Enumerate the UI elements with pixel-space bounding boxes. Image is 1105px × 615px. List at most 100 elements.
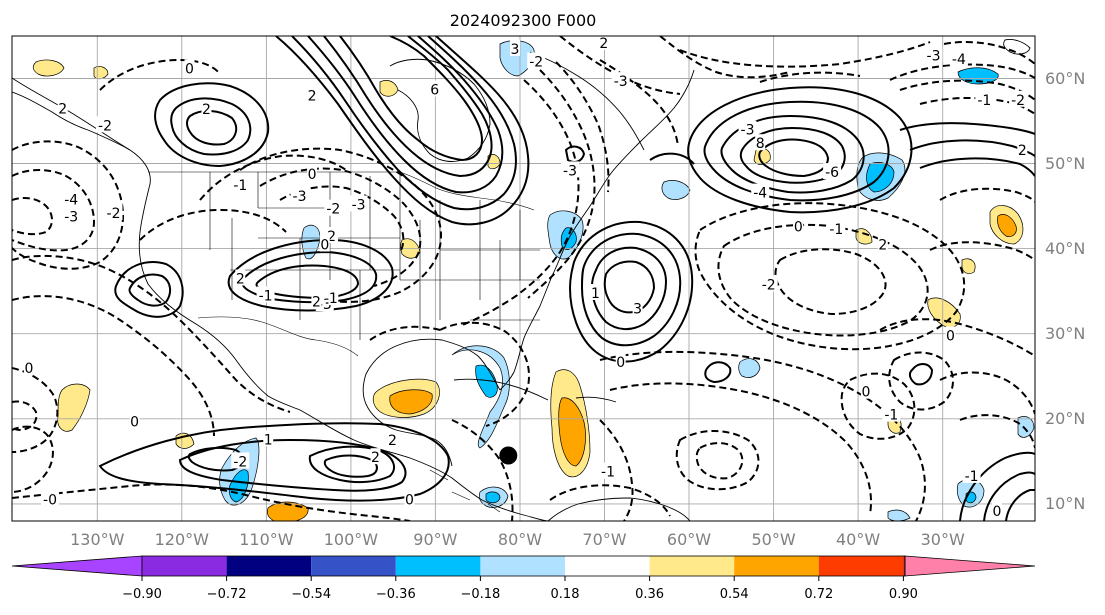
contour-neg-16 (527, 69, 596, 299)
contour-label-background (96, 116, 114, 133)
contour-neg-33 (840, 372, 916, 440)
lon-label: 70°W (582, 530, 626, 549)
contour-label-background (429, 80, 440, 97)
contour-neg-10 (239, 147, 442, 303)
colorbar-tick-label: −0.90 (122, 587, 162, 602)
coast-hispaniola (575, 396, 617, 403)
contour-pos-trop-4 (323, 454, 378, 478)
contour-neg-29 (929, 241, 1035, 261)
contour-neg-45 (549, 484, 671, 517)
contour-pos-small-1 (704, 361, 732, 384)
contour-neg-2 (12, 169, 96, 252)
fill-blue-mid-2 (1017, 416, 1035, 438)
contour-label-background (231, 452, 250, 469)
contour-neg-6 (12, 254, 291, 413)
colorbar-tick-label: −0.36 (376, 587, 416, 602)
contour-pos-small-4 (649, 152, 695, 165)
contour-pos-trop-5 (187, 446, 244, 472)
contour-neg-39 (369, 325, 441, 341)
contour-neg-31 (888, 351, 954, 411)
fill-yellow-sm-1 (32, 59, 65, 77)
contour-label-background (263, 430, 274, 447)
lon-label: 110°W (239, 530, 294, 549)
contour-pos-atl-4 (603, 260, 656, 314)
contour-neg-43 (759, 71, 861, 83)
contour-label: 0 (861, 385, 870, 401)
contour-label-background (370, 448, 381, 465)
contour-label: -2 (1011, 93, 1025, 109)
contour-label-background (1009, 90, 1028, 107)
contour-label: 2 (371, 450, 380, 466)
contour-label: 1 (591, 286, 600, 302)
contour-neg-5 (12, 295, 215, 437)
colorbar-tick-label: −0.72 (207, 587, 247, 602)
contour-label-background (975, 90, 994, 107)
contour-label: 1 (329, 291, 338, 307)
contour-label: 3 (511, 42, 520, 58)
contour-label-background (590, 284, 601, 300)
contour-label: -3 (563, 163, 577, 179)
lat-label: 40°N (1045, 239, 1085, 258)
coast-alaska (12, 91, 131, 151)
contour-label: 6 (430, 83, 439, 99)
contour-label: 0 (130, 414, 139, 430)
contour-label: -1 (829, 222, 843, 238)
contour-label-background (599, 462, 617, 479)
contour-label: -2 (762, 278, 776, 294)
contour-pos-ne-3 (909, 139, 1035, 157)
contour-label: -2 (233, 454, 247, 470)
contour-label: -2 (98, 118, 112, 134)
colorbar-segment (142, 556, 227, 576)
contour-label: -1 (601, 465, 615, 481)
contour-pos-atl-2 (580, 232, 682, 347)
colorbar-tick-label: 0.36 (635, 587, 664, 602)
contour-label: 2 (312, 295, 321, 311)
contour-neg-21 (679, 41, 931, 68)
contour-label: -4 (952, 52, 966, 68)
contour-label: 0 (616, 355, 625, 371)
contour-label-background (328, 289, 339, 306)
contour-pos-nw-high (154, 82, 270, 168)
coast-north-america-west (12, 77, 549, 521)
fill-blue-gulf-core (475, 364, 498, 398)
contour-label-background (231, 175, 250, 192)
contour-neg-22 (899, 79, 1035, 101)
colorbar-segment (311, 556, 396, 576)
contour-label: -4 (64, 192, 78, 208)
lon-label: 100°W (324, 530, 379, 549)
colorbar: −0.90 −0.72 −0.54 −0.36 −0.18 0.18 0.36 … (11, 555, 1036, 602)
contour-label-background (945, 326, 956, 343)
contour-label: -1 (259, 289, 273, 305)
contour-pos-small-2 (908, 363, 934, 386)
contour-neg-13 (199, 154, 347, 201)
colorbar-extend-min (11, 555, 143, 577)
contour-label-background (23, 358, 34, 375)
contour-label: -1 (233, 178, 247, 194)
contour-neg-4 (99, 58, 221, 91)
contour-pos-natl-2 (703, 100, 890, 202)
contour-label-background (755, 134, 766, 151)
contour-label: 0 (185, 61, 194, 77)
contour-label: -1 (884, 408, 898, 424)
contour-label: -2 (529, 55, 543, 71)
contour-pos-trop-3 (308, 445, 395, 484)
contour-neg-36 (675, 430, 760, 491)
contour-label: 2 (388, 433, 397, 449)
contour-label-background (882, 405, 901, 422)
contour-label-background (62, 190, 81, 207)
contour-label: 2 (878, 238, 887, 254)
colorbar-segment (480, 556, 565, 576)
contour-label: -1 (965, 469, 979, 485)
colorbar-segment (226, 556, 312, 576)
contour-pos-nw-high-2 (170, 97, 252, 156)
coastlines (12, 39, 1031, 521)
contour-pos-se-3 (1005, 489, 1035, 521)
fill-yellow-pac (57, 383, 91, 432)
contour-label: 2 (202, 102, 211, 118)
contour-label: 0 (946, 329, 955, 345)
contour-label: -3 (64, 209, 78, 225)
contour-pos-natl-5 (758, 138, 830, 178)
contour-label-background (615, 352, 626, 369)
coast-iceland (1003, 39, 1031, 55)
